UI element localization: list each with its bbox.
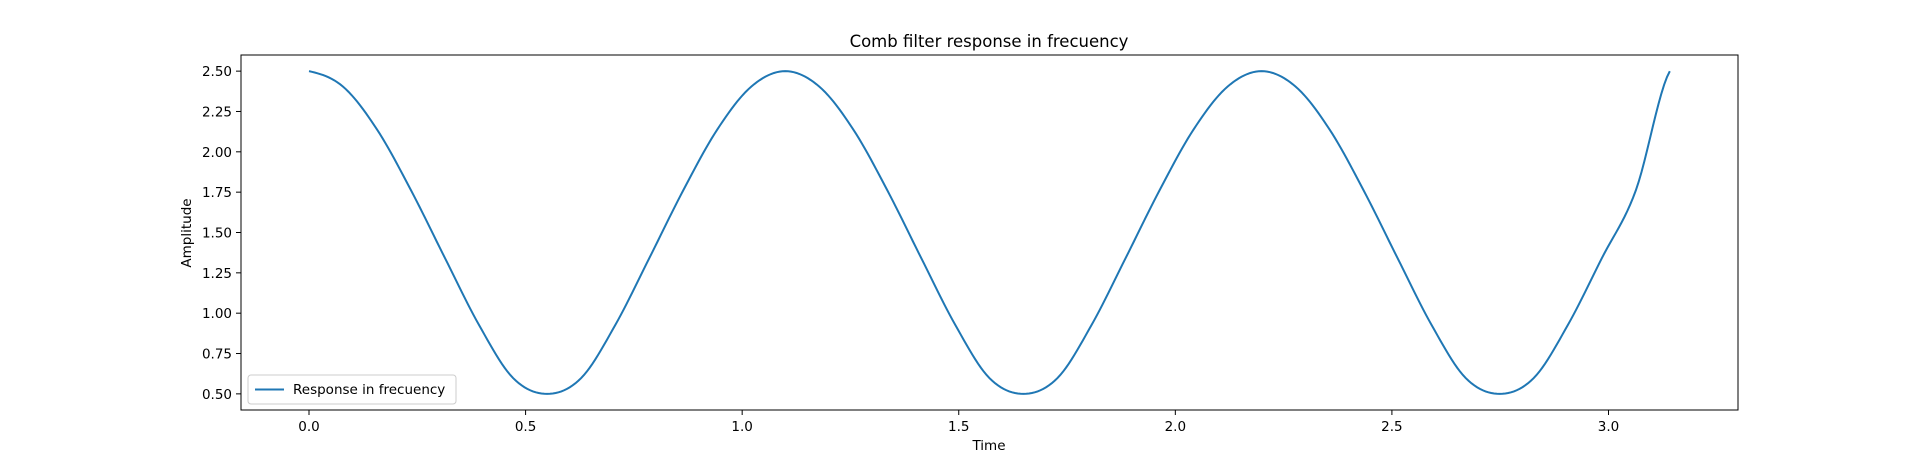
y-tick-label: 2.00: [202, 145, 232, 161]
y-tick-label: 1.00: [202, 306, 232, 322]
plot-area: [308, 70, 1671, 395]
x-tick-label: 0.0: [298, 419, 319, 435]
x-axis: 0.0 0.5 1.0 1.5 2.0 2.5 3.0: [298, 410, 1619, 435]
y-tick-label: 0.75: [202, 347, 232, 363]
x-tick-label: 0.5: [515, 419, 536, 435]
y-tick-label: 1.50: [202, 226, 232, 242]
y-tick-label: 2.25: [202, 104, 232, 120]
x-tick-label: 3.0: [1598, 419, 1619, 435]
x-tick-label: 1.5: [948, 419, 969, 435]
y-axis-label: Amplitude: [179, 198, 195, 267]
legend-box: [247, 374, 457, 405]
series-line: [308, 70, 1671, 395]
y-tick-label: 1.75: [202, 185, 232, 201]
x-tick-label: 1.0: [731, 419, 752, 435]
y-axis: 0.50 0.75 1.00 1.25 1.50 1.75 2.00 2.25 2.50: [202, 64, 241, 403]
y-tick-label: 0.50: [202, 387, 232, 403]
x-tick-label: 2.0: [1165, 419, 1186, 435]
legend: Response in frecuency: [247, 374, 457, 405]
legend-label: Response in frecuency: [293, 382, 445, 398]
x-axis-label: Time: [971, 438, 1005, 454]
y-tick-label: 1.25: [202, 266, 232, 282]
chart-title: Comb filter response in frecuency: [850, 32, 1129, 51]
y-tick-label: 2.50: [202, 64, 232, 80]
x-tick-label: 2.5: [1381, 419, 1402, 435]
